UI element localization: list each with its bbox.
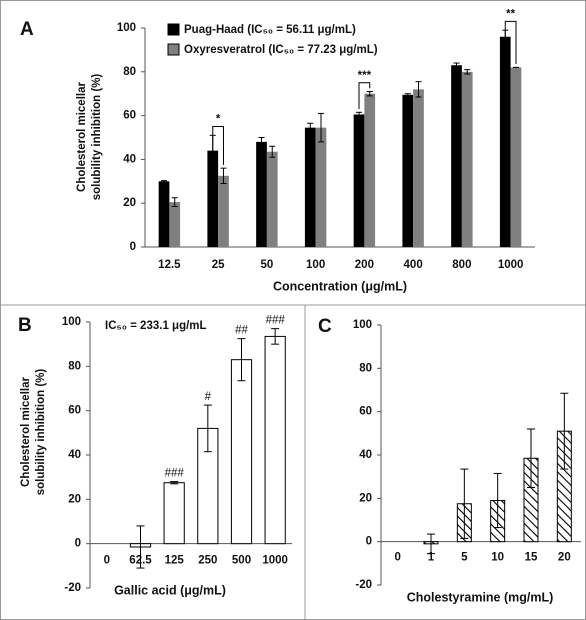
x-tick-label: 125	[165, 555, 185, 567]
bar	[451, 65, 462, 247]
y-tick-label: 0	[130, 241, 136, 253]
y-tick-label: -20	[64, 582, 81, 594]
x-axis-label: Gallic acid (μg/mL)	[114, 583, 226, 597]
bar	[413, 89, 424, 247]
bar	[230, 359, 253, 545]
x-tick-label: 500	[232, 555, 251, 567]
legend-label: Oxyresveratrol (IC₅₀ = 77.23 μg/mL)	[184, 44, 378, 56]
x-tick-label: 25	[212, 259, 225, 271]
y-tick-label: 100	[353, 319, 372, 331]
y-tick-label: -20	[355, 579, 372, 591]
y-tick-label: 80	[123, 66, 136, 78]
bar	[158, 181, 170, 247]
x-tick-label: 12.5	[158, 259, 181, 271]
x-tick-label: 5	[461, 552, 468, 564]
significance-bracket	[504, 20, 517, 65]
y-tick-label: 20	[123, 197, 136, 209]
bar	[163, 482, 185, 545]
y-tick-label: 60	[68, 405, 81, 417]
y-tick-label: 100	[62, 316, 81, 328]
x-tick-label: 15	[525, 552, 538, 564]
bar	[353, 114, 365, 247]
bar	[315, 127, 327, 247]
y-tick-label: 0	[366, 536, 372, 548]
x-tick-label: 100	[306, 259, 325, 271]
significance-mark: #	[205, 391, 212, 403]
x-axis-label: Cholestyramine (mg/mL)	[407, 590, 554, 604]
ic50-note: IC₅₀ = 233.1 μg/mL	[105, 320, 207, 332]
x-tick-label: 50	[260, 259, 273, 271]
x-tick-label: 10	[491, 552, 504, 564]
significance-bracket	[358, 82, 371, 110]
y-tick-label: 100	[117, 22, 136, 34]
y-tick-label: 40	[359, 449, 372, 461]
y-tick-label: 0	[75, 538, 81, 550]
significance-mark: *	[216, 114, 221, 126]
bar	[304, 127, 316, 247]
x-tick-label: 1000	[262, 555, 288, 567]
legend-swatch	[167, 43, 180, 56]
x-axis-label: Concentration (μg/mL)	[273, 279, 407, 293]
x-tick-label: 20	[558, 552, 571, 564]
bar	[256, 141, 267, 247]
x-tick-label: 400	[404, 259, 423, 271]
significance-mark: ###	[266, 315, 286, 327]
y-tick-label: 60	[123, 110, 136, 122]
panel-label: C	[318, 316, 332, 337]
significance-mark: ##	[235, 325, 248, 337]
legend-label: Puag-Haad (IC₅₀ = 56.11 μg/mL)	[184, 24, 356, 36]
bar	[218, 175, 229, 247]
panel-label: A	[20, 19, 34, 40]
y-tick-label: 60	[359, 406, 372, 418]
significance-mark: ***	[358, 70, 372, 82]
x-tick-label: 0	[394, 552, 400, 564]
y-tick-label: 40	[123, 153, 136, 165]
x-tick-label: 1000	[498, 259, 524, 271]
y-axis-label: Cholesterol micellar	[20, 377, 32, 487]
y-tick-label: 80	[68, 360, 81, 372]
panel-label: B	[18, 315, 32, 336]
y-tick-label: 80	[359, 362, 372, 374]
bar	[264, 335, 286, 545]
y-tick-label: 20	[68, 493, 81, 505]
legend-swatch	[167, 23, 180, 36]
bar	[207, 150, 219, 247]
significance-mark: **	[506, 8, 515, 20]
y-axis-label: solubility inhibition (%)	[91, 74, 103, 201]
bar	[499, 36, 511, 248]
significance-mark: ###	[165, 468, 185, 480]
bar	[461, 71, 473, 247]
bar	[266, 151, 278, 247]
bar	[364, 93, 376, 247]
y-axis-label: solubility inhibition (%)	[35, 369, 47, 496]
y-tick-label: 40	[68, 449, 81, 461]
significance-bracket	[212, 126, 224, 165]
bar	[169, 202, 181, 247]
bar	[402, 94, 414, 247]
x-tick-label: 250	[198, 555, 217, 567]
x-tick-label: 800	[452, 259, 471, 271]
bar	[510, 67, 522, 247]
x-tick-label: 0	[104, 555, 110, 567]
x-tick-label: 200	[355, 259, 374, 271]
x-tick-label: 1	[428, 552, 435, 564]
y-tick-label: 20	[359, 492, 372, 504]
y-axis-label: Cholesterol micellar	[76, 82, 88, 192]
